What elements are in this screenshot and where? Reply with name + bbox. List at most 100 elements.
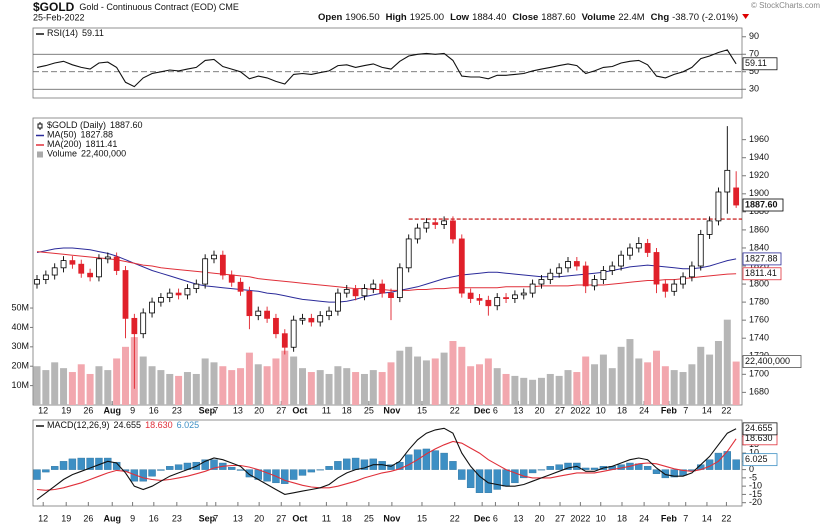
candle-body bbox=[317, 315, 324, 323]
legend-part: MA(200) bbox=[47, 139, 82, 149]
volume-bar bbox=[617, 346, 625, 405]
volume-tick-label: 30M bbox=[11, 341, 29, 351]
candle-body bbox=[706, 220, 713, 235]
y-tick-label: 1700 bbox=[749, 369, 769, 379]
candle-body bbox=[644, 243, 651, 253]
candle-body bbox=[591, 279, 598, 287]
x-tick-label: Aug bbox=[103, 513, 121, 523]
x-tick-label: 13 bbox=[233, 405, 243, 415]
x-tick-label: 18 bbox=[617, 513, 627, 523]
histogram-bar bbox=[546, 466, 554, 470]
candle-body bbox=[724, 169, 731, 193]
value-box bbox=[742, 453, 778, 467]
candle-body bbox=[157, 297, 164, 303]
volume-bar bbox=[723, 319, 731, 405]
volume-bar bbox=[325, 373, 333, 405]
candle-body bbox=[573, 261, 580, 267]
candle-body bbox=[299, 317, 306, 321]
x-tick-label: 18 bbox=[342, 513, 352, 523]
legend-entry: MA(50) 1827.88 bbox=[47, 130, 113, 140]
value-box bbox=[742, 252, 782, 266]
value-box-label: 59.11 bbox=[745, 58, 767, 68]
x-tick-label: 6 bbox=[493, 405, 498, 415]
volume-bar bbox=[334, 366, 342, 405]
legend-label: RSI(14) bbox=[47, 28, 78, 38]
candle-body bbox=[175, 292, 182, 296]
histogram-bar bbox=[148, 469, 156, 477]
histogram-bar bbox=[334, 461, 342, 470]
x-tick-label: 22 bbox=[450, 513, 460, 523]
candle-body bbox=[556, 267, 563, 274]
x-tick-label: 15 bbox=[417, 513, 427, 523]
x-tick-label: 25 bbox=[364, 513, 374, 523]
candle-body bbox=[281, 333, 288, 348]
x-tick-label: 27 bbox=[276, 405, 286, 415]
volume-bar bbox=[281, 350, 289, 405]
x-tick-label: 10 bbox=[596, 513, 606, 523]
volume-bar bbox=[104, 370, 112, 405]
volume-bar bbox=[653, 350, 660, 405]
candle-body bbox=[326, 310, 332, 317]
candle-body bbox=[96, 258, 102, 278]
x-tick-label: 24 bbox=[639, 513, 649, 523]
volume-bar bbox=[493, 368, 501, 405]
volume-bar bbox=[414, 356, 422, 405]
histogram-bar bbox=[263, 469, 271, 482]
indicator-line bbox=[36, 427, 737, 500]
histogram-bar bbox=[174, 464, 183, 470]
stat-label: Volume bbox=[582, 12, 616, 23]
symbol: $GOLD bbox=[33, 0, 75, 14]
volume-bar bbox=[352, 372, 360, 405]
candle-body bbox=[432, 222, 439, 225]
value-box-label: 22,400,000 bbox=[745, 356, 790, 366]
candle-body bbox=[273, 317, 279, 335]
histogram-bar bbox=[325, 466, 333, 470]
volume-bar bbox=[449, 341, 457, 405]
histogram-bar bbox=[502, 469, 510, 487]
candle-body bbox=[450, 220, 456, 240]
legend-part: $GOLD (Daily) bbox=[47, 120, 106, 130]
legend-entry: $GOLD (Daily) 1887.60 bbox=[47, 120, 143, 130]
y-tick-label: 1800 bbox=[749, 278, 769, 288]
histogram-bar bbox=[670, 469, 678, 478]
x-tick-label: 20 bbox=[535, 405, 545, 415]
x-tick-label: 22 bbox=[721, 513, 731, 523]
candle-body bbox=[467, 292, 474, 299]
histogram-bar bbox=[227, 466, 236, 470]
x-tick-label: Aug bbox=[103, 405, 121, 415]
candle-body bbox=[60, 260, 67, 269]
legend-entry: MA(200) 1811.41 bbox=[47, 139, 117, 149]
volume-bar bbox=[166, 373, 174, 405]
candle-body bbox=[202, 258, 209, 285]
x-tick-label: 20 bbox=[535, 513, 545, 523]
header-title: $GOLD Gold - Continuous Contract (EOD) CM… bbox=[33, 0, 239, 14]
candle-body bbox=[361, 288, 368, 297]
credit: © StockCharts.com bbox=[751, 1, 820, 10]
histogram-bar bbox=[68, 458, 77, 470]
volume-bar bbox=[290, 356, 298, 405]
histogram-bar bbox=[679, 469, 687, 476]
histogram-bar bbox=[590, 467, 599, 470]
volume-bar bbox=[245, 352, 253, 405]
x-tick-label: 15 bbox=[417, 405, 427, 415]
value-box-label: 1811.41 bbox=[745, 268, 777, 278]
candle-body bbox=[255, 310, 262, 317]
candle-body bbox=[441, 220, 448, 225]
histogram-bar bbox=[210, 459, 218, 470]
volume-bar bbox=[175, 375, 183, 405]
legend-entry: Volume 22,400,000 bbox=[47, 149, 126, 159]
histogram-bar bbox=[289, 469, 298, 480]
candle-body bbox=[388, 292, 394, 299]
histogram-bar bbox=[298, 469, 307, 476]
instrument-name: Gold - Continuous Contract (EOD) CME bbox=[79, 2, 239, 12]
stat-value: 1925.00 bbox=[410, 12, 444, 23]
x-tick-label: Sep bbox=[199, 513, 216, 523]
volume-bar bbox=[537, 377, 545, 405]
candle-body bbox=[140, 312, 147, 335]
y-tick-label: 70 bbox=[749, 49, 759, 59]
x-tick-label: Oct bbox=[292, 513, 307, 523]
candle-body bbox=[42, 274, 49, 280]
volume-bar bbox=[511, 375, 519, 405]
volume-bar bbox=[458, 346, 466, 405]
volume-tick-label: 40M bbox=[11, 322, 29, 332]
